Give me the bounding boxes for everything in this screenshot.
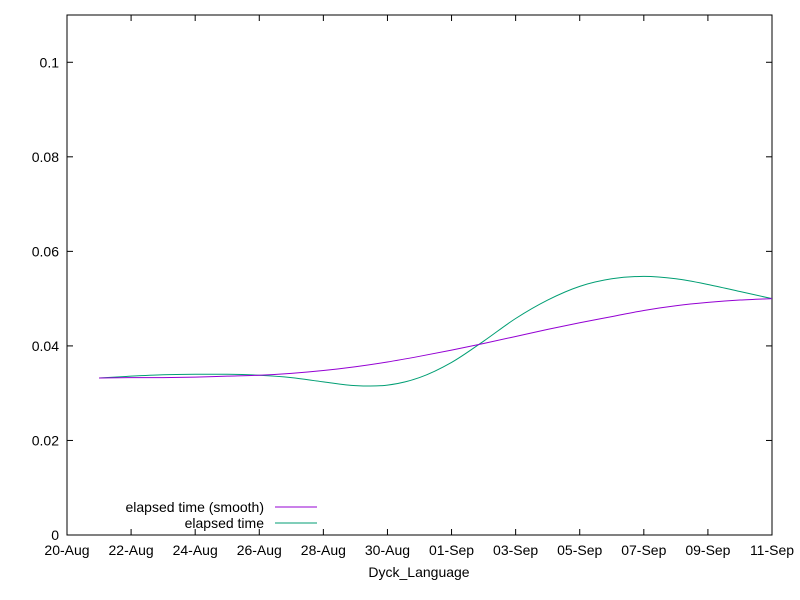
plot-frame <box>66 14 773 536</box>
legend-label: elapsed time <box>185 515 265 531</box>
x-tick-label: 09-Sep <box>685 542 730 558</box>
legend-label: elapsed time (smooth) <box>125 499 264 515</box>
y-tick-label: 0.02 <box>32 432 59 448</box>
x-axis-ticks: 20-Aug 22-Aug 24-Aug 26-Aug 28-Aug 30-Aug 01-S… <box>44 15 794 558</box>
series-line <box>99 298 773 379</box>
x-tick-label: 05-Sep <box>557 542 602 558</box>
x-tick-label: 24-Aug <box>173 542 218 558</box>
y-tick-label: 0.04 <box>32 338 59 354</box>
x-tick-label: 20-Aug <box>44 542 89 558</box>
x-tick-label: 30-Aug <box>365 542 410 558</box>
y-axis-ticks: 0 0.02 0.04 0.06 0.08 0.1 <box>32 54 772 543</box>
x-tick-label: 03-Sep <box>493 542 538 558</box>
x-tick-label: 26-Aug <box>237 542 282 558</box>
y-tick-label: 0.1 <box>40 54 60 70</box>
x-tick-label: 11-Sep <box>750 542 794 558</box>
series-line <box>99 275 773 387</box>
x-tick-label: 22-Aug <box>109 542 154 558</box>
legend: elapsed time (smooth)elapsed time <box>125 499 317 531</box>
series-lines <box>99 275 773 387</box>
x-tick-label: 07-Sep <box>621 542 666 558</box>
x-tick-label: 01-Sep <box>429 542 474 558</box>
x-tick-label: 28-Aug <box>301 542 346 558</box>
y-tick-label: 0.06 <box>32 243 59 259</box>
y-tick-label: 0 <box>51 527 59 543</box>
x-axis-label: Dyck_Language <box>368 564 469 580</box>
y-tick-label: 0.08 <box>32 149 59 165</box>
